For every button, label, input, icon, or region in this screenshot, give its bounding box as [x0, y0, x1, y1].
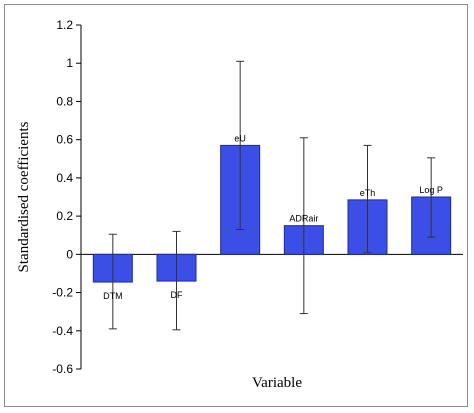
bar-label: DTM	[103, 291, 123, 301]
y-axis-title: Standardised coefficients	[16, 121, 32, 272]
bar-chart: -0.6 -0.4 -0.2 0 0.2 0.4 0.6 0.8 1 1.2 DTM DF eU ADR…	[16, 18, 463, 391]
y-tick-label: -0.6	[52, 362, 73, 376]
y-tick-label: 0.4	[56, 171, 73, 185]
y-tick-label: 1	[66, 56, 73, 70]
bar-labels: DTM DF eU ADRair eTh Log P	[103, 133, 443, 301]
bar-label: ADRair	[289, 214, 318, 224]
bar-label: eTh	[360, 188, 376, 198]
y-tick-label: 1.2	[56, 18, 73, 32]
chart-frame: -0.6 -0.4 -0.2 0 0.2 0.4 0.6 0.8 1 1.2 DTM DF eU ADR…	[4, 4, 468, 407]
y-tick-label: -0.4	[52, 324, 73, 338]
x-axis-title: Variable	[252, 375, 302, 391]
y-tick-label: 0.6	[56, 133, 73, 147]
y-tick-label: -0.2	[52, 286, 73, 300]
bars	[92, 144, 452, 283]
error-bars	[108, 60, 436, 331]
y-tick-label: 0.2	[56, 209, 73, 223]
bar-label: Log P	[419, 185, 443, 195]
y-tick-label: 0.8	[56, 94, 73, 108]
bar-label: eU	[234, 133, 246, 143]
y-tick-label: 0	[66, 247, 73, 261]
y-axis-ticks: -0.6 -0.4 -0.2 0 0.2 0.4 0.6 0.8 1 1.2	[52, 18, 81, 376]
bar-label: DF	[171, 290, 183, 300]
